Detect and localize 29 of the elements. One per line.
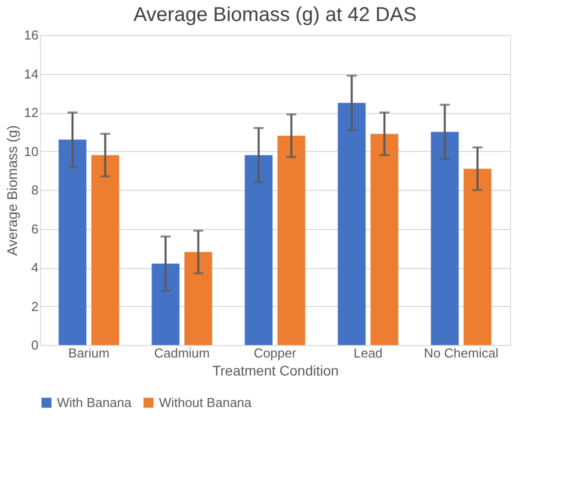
x-axis-title: Treatment Condition [212,362,339,378]
x-tick-label: No Chemical [424,346,498,360]
y-tick-label: 12 [24,105,38,120]
bar [277,136,306,345]
y-tick-label: 14 [24,66,38,82]
chart-title: Average Biomass (g) at 42 DAS [133,4,417,26]
y-tick-label: 0 [31,338,38,352]
bar [464,168,492,345]
bar [58,140,86,345]
x-tick-label: Lead [354,346,383,360]
bar [152,264,180,345]
y-axis-title: Average Biomass (g) [4,125,20,256]
y-tick-label: 16 [24,28,38,42]
bar [338,102,366,345]
bar [370,134,398,345]
legend-label: With Banana [57,394,132,410]
bar [430,132,459,345]
y-tick-label: 8 [31,182,38,198]
x-tick-label: Cadmium [154,346,210,360]
bar [244,155,273,345]
bar [184,252,212,345]
y-tick-label: 10 [24,144,38,159]
bar [91,155,120,345]
x-tick-label: Copper [254,346,297,360]
y-tick-label: 2 [31,298,38,314]
y-tick-label: 6 [31,221,38,236]
y-tick-label: 4 [31,260,38,275]
legend-label: Without Banana [159,394,252,410]
x-tick-label: Barium [68,346,110,360]
